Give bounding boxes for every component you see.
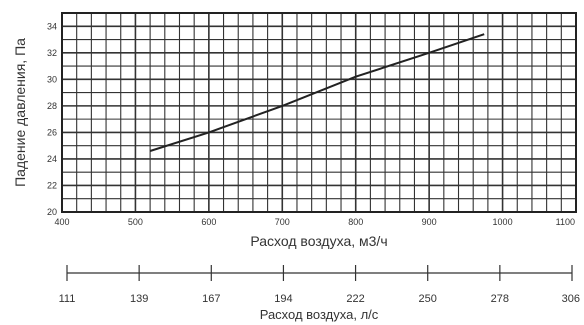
y-tick-label: 20	[47, 207, 57, 217]
plot-background	[62, 13, 576, 212]
x-tick-label: 1000	[493, 217, 513, 227]
y-tick-label: 26	[47, 127, 57, 137]
x-axis-title: Расход воздуха, м3/ч	[250, 233, 387, 249]
secondary-x-axis-title: Расход воздуха, л/с	[260, 307, 379, 322]
plot-frame	[61, 12, 577, 213]
x-tick-label: 700	[275, 217, 290, 227]
grid	[61, 12, 577, 213]
secondary-tick-label: 222	[346, 293, 364, 305]
y-tick-label: 30	[47, 74, 57, 84]
x-tick-label: 1100	[556, 217, 575, 227]
x-tick-label: 600	[201, 217, 216, 227]
y-tick-label: 34	[47, 21, 57, 31]
y-axis-ticks: 20 22 24 26 28 30 32 34	[47, 21, 57, 217]
secondary-tick-label: 306	[562, 293, 580, 305]
x-tick-label: 900	[422, 217, 437, 227]
y-tick-label: 24	[47, 154, 57, 164]
secondary-tick-label: 278	[491, 293, 509, 305]
x-tick-label: 800	[348, 217, 363, 227]
secondary-x-axis: 111 139 167 194 222 250 278 306	[59, 265, 580, 305]
y-tick-label: 28	[47, 101, 57, 111]
secondary-tick-label: 167	[202, 293, 220, 305]
secondary-tick-label: 194	[274, 293, 292, 305]
secondary-tick-label: 111	[59, 293, 76, 305]
y-tick-label: 32	[47, 48, 57, 58]
secondary-tick-label: 139	[130, 293, 148, 305]
x-tick-label: 500	[128, 217, 143, 227]
secondary-tick-label: 250	[419, 293, 437, 305]
x-axis-ticks: 400 500 600 700 800 900 1000 1100	[54, 217, 575, 227]
y-axis-title: Падение давления, Па	[12, 38, 28, 187]
x-tick-label: 400	[54, 217, 69, 227]
y-tick-label: 22	[47, 180, 57, 190]
series-line	[149, 33, 485, 152]
